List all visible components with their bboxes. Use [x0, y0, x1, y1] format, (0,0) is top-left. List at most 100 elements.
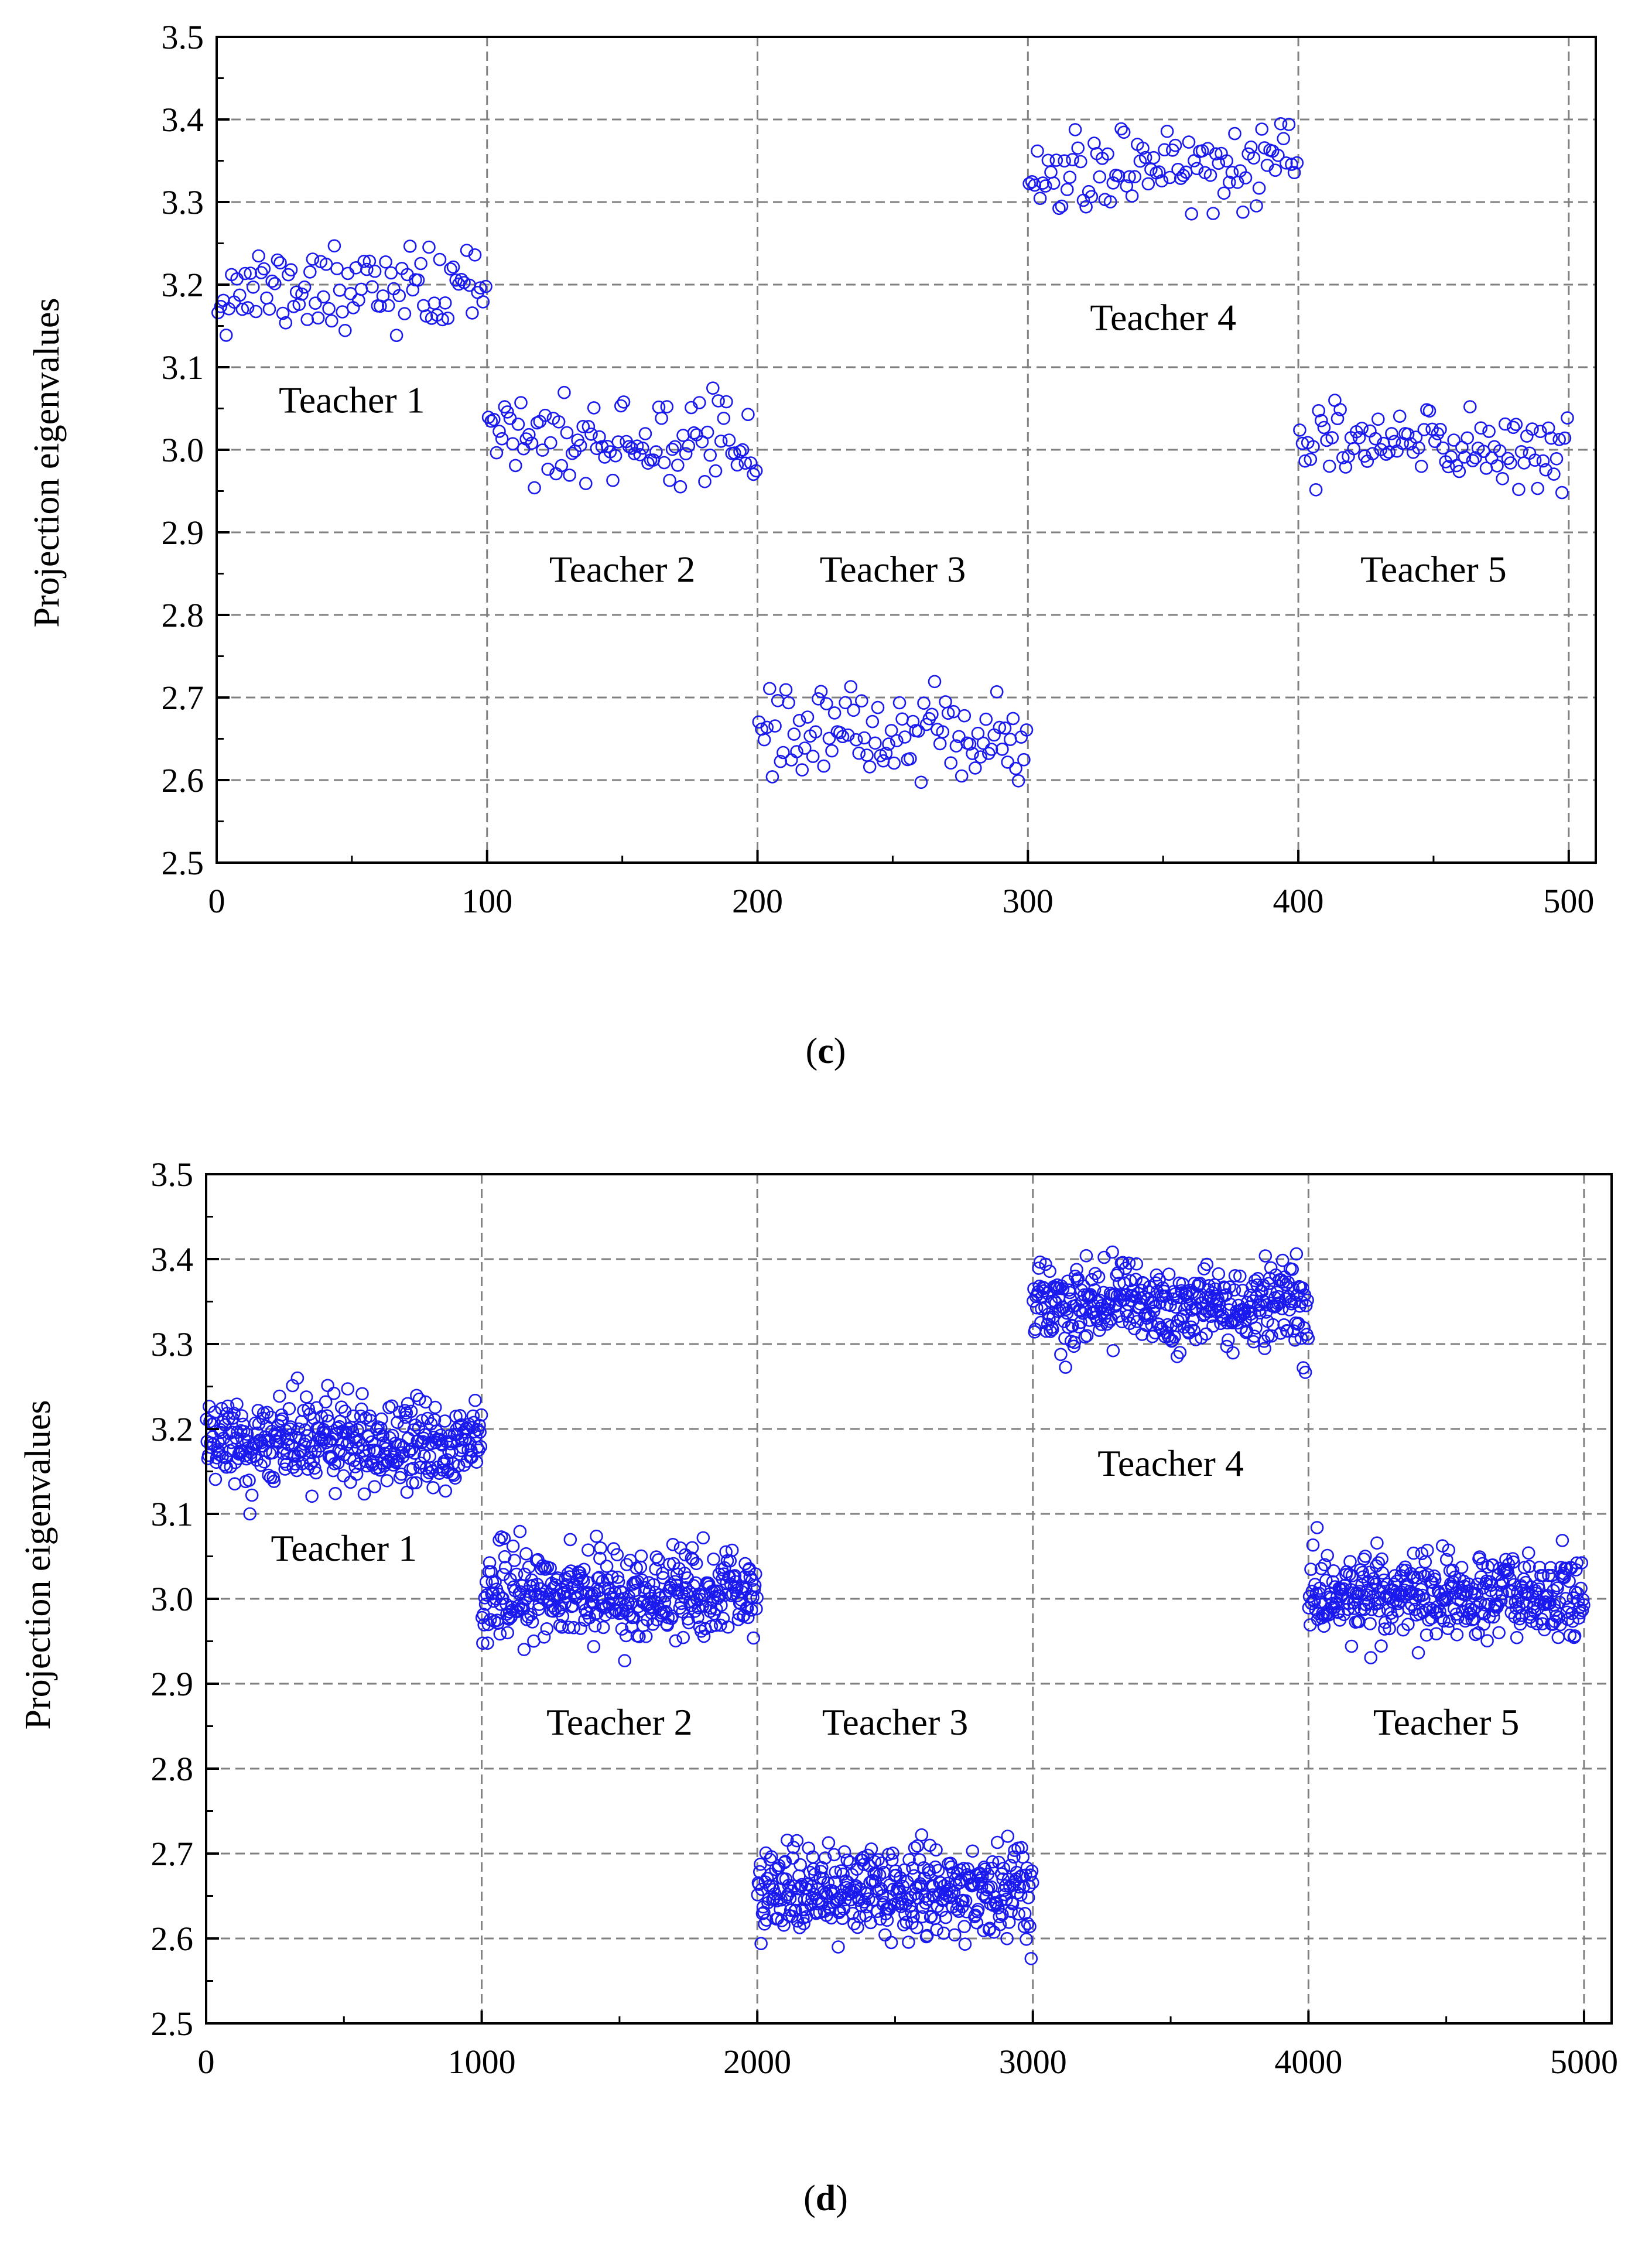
data-point	[330, 1427, 344, 1441]
data-point	[1020, 1933, 1033, 1946]
data-point	[1559, 1592, 1573, 1605]
data-point	[1023, 1920, 1037, 1933]
data-point	[713, 1618, 727, 1632]
data-point	[1009, 761, 1022, 775]
data-point	[852, 746, 866, 760]
data-point	[1020, 723, 1034, 737]
data-point	[1366, 447, 1380, 460]
data-point	[1551, 1630, 1565, 1644]
data-point	[1264, 1261, 1278, 1275]
data-point	[219, 329, 233, 342]
data-point	[634, 1549, 648, 1563]
x-tick-label: 100	[461, 882, 512, 920]
data-point	[235, 1409, 248, 1423]
y-axis-label: Projection eigenvalues	[27, 298, 67, 628]
data-point	[1287, 166, 1301, 180]
data-point	[566, 1599, 580, 1613]
data-point	[344, 286, 357, 300]
annotation-label: Teacher 4	[1097, 1442, 1244, 1484]
data-point	[902, 1853, 916, 1866]
data-point	[1182, 135, 1196, 149]
data-point	[814, 685, 828, 699]
data-point	[1250, 199, 1263, 213]
data-point	[1414, 1582, 1428, 1596]
data-point	[242, 1473, 256, 1487]
data-point	[557, 385, 571, 399]
data-point	[1285, 158, 1298, 171]
data-point	[912, 1853, 926, 1866]
data-point	[517, 1643, 531, 1656]
data-point	[633, 447, 647, 461]
data-point	[722, 433, 736, 447]
data-point	[1046, 1322, 1059, 1336]
data-point	[1000, 1931, 1014, 1945]
data-point	[502, 1612, 516, 1626]
data-point	[697, 1629, 711, 1643]
data-point	[686, 1553, 700, 1567]
data-point	[1575, 1556, 1589, 1570]
data-point	[563, 1533, 577, 1547]
data-point	[1058, 154, 1071, 168]
data-point	[536, 443, 549, 457]
data-point	[1043, 1264, 1056, 1278]
scatter-chart-c: 2.5 2.6 2.7 2.8 2.9 3.0 3.1 3.2 3.3 3.4 3.5 0 100 200…	[27, 18, 1597, 1071]
data-point	[574, 1622, 587, 1635]
data-point	[882, 737, 895, 751]
data-point	[817, 1885, 830, 1899]
data-point	[1227, 1283, 1241, 1297]
data-point	[452, 1459, 466, 1472]
data-point	[902, 1936, 915, 1949]
data-point	[1496, 1586, 1509, 1601]
x-tick-label: 0	[198, 2043, 215, 2081]
data-point	[1542, 1568, 1555, 1582]
data-point	[292, 1422, 306, 1436]
data-point	[939, 1910, 953, 1924]
data-point	[344, 1475, 357, 1489]
data-point	[1190, 162, 1204, 176]
data-point	[354, 282, 368, 296]
data-point	[1317, 420, 1331, 435]
data-point	[917, 696, 931, 710]
data-point	[967, 1878, 981, 1891]
data-point	[587, 1640, 601, 1653]
y-tick-label: 2.7	[151, 1835, 194, 1873]
data-point	[1049, 153, 1063, 167]
data-point	[1071, 141, 1085, 155]
data-point	[1363, 1617, 1377, 1630]
data-point	[1555, 485, 1569, 500]
data-point	[1293, 423, 1306, 437]
data-point	[1370, 1536, 1384, 1550]
data-point	[1486, 1558, 1500, 1572]
data-point	[1515, 1609, 1528, 1622]
data-point	[939, 695, 952, 709]
data-point	[1322, 459, 1336, 473]
data-point	[306, 252, 320, 266]
data-point	[1442, 460, 1455, 474]
data-point	[1239, 171, 1253, 184]
data-point	[468, 248, 482, 262]
data-point	[1480, 1634, 1494, 1648]
data-point	[863, 760, 877, 774]
data-point	[760, 720, 774, 734]
data-point	[1046, 176, 1061, 190]
annotation-label: Teacher 1	[271, 1527, 418, 1569]
data-point	[716, 1612, 730, 1625]
data-point	[936, 1892, 950, 1906]
series-teacher-2	[481, 381, 763, 495]
data-point	[1261, 1329, 1275, 1343]
data-point	[733, 445, 747, 459]
data-point	[691, 1611, 704, 1625]
data-point	[1541, 421, 1555, 435]
data-point	[840, 1853, 854, 1867]
data-point	[484, 414, 498, 428]
data-point	[996, 743, 1009, 756]
data-point	[231, 1452, 245, 1465]
data-point	[1228, 126, 1241, 141]
data-point	[1206, 207, 1220, 220]
data-point	[1274, 117, 1288, 131]
data-point	[1268, 163, 1282, 177]
data-point	[403, 240, 417, 253]
data-point	[887, 756, 901, 770]
data-point	[320, 1409, 334, 1423]
data-point	[426, 1480, 440, 1495]
